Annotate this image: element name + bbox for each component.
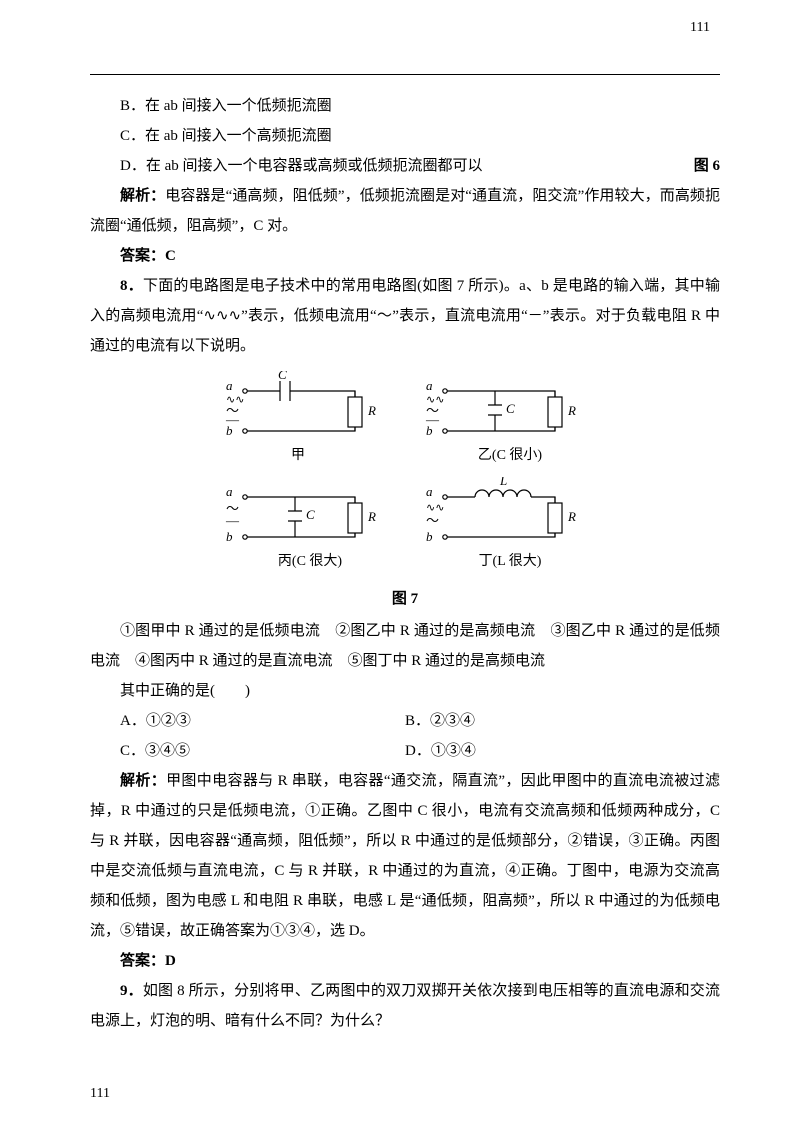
q7-answer-label: 答案： (120, 248, 165, 264)
circuit-bing: a b ～ — C R 丙(C 很大) (220, 477, 390, 577)
caption-bing: 丙(C 很大) (278, 553, 342, 569)
dc-icon: — (425, 412, 440, 427)
q8-analysis: 解析：甲图中电容器与 R 串联，电容器“通交流，隔直流”，因此甲图中的直流电流被… (90, 766, 720, 946)
figure-7-row-1: a b ∿∿ ～ — C R 甲 a (90, 371, 720, 471)
q7-option-d: D．在 ab 间接入一个电容器或高频或低频扼流圈都可以 (90, 151, 674, 181)
label-a: a (226, 378, 233, 393)
dc-icon: — (225, 513, 240, 528)
q8-analysis-label: 解析： (120, 773, 166, 789)
label-r: R (567, 509, 576, 524)
label-l: L (499, 477, 507, 488)
circuit-jia: a b ∿∿ ～ — C R 甲 (220, 371, 390, 471)
circuit-ding: a b ∿∿ ～ L R 丁(L 很大) (420, 477, 590, 577)
figure-6-label: 图 6 (694, 151, 720, 181)
q7-answer: 答案：C (90, 241, 720, 271)
q8-answer-label: 答案： (120, 953, 165, 969)
q8-answer: 答案：D (90, 946, 720, 976)
caption-yi: 乙(C 很小) (478, 447, 542, 463)
lf-icon: ～ (426, 513, 439, 528)
label-r: R (567, 403, 576, 418)
q8-answer-value: D (165, 953, 176, 969)
q8-options-row1: A．①②③ B．②③④ (90, 706, 720, 736)
label-r: R (367, 509, 376, 524)
q7-analysis: 解析：电容器是“通高频，阻低频”，低频扼流圈是对“通直流，阻交流”作用较大，而高… (90, 181, 720, 241)
figure-7-row-2: a b ～ — C R 丙(C 很大) a (90, 477, 720, 577)
q8-options-row2: C．③④⑤ D．①③④ (90, 736, 720, 766)
label-a: a (426, 484, 433, 499)
q8-option-a: A．①②③ (90, 706, 405, 736)
q8-prompt: 其中正确的是( ) (90, 676, 720, 706)
label-c: C (506, 401, 515, 416)
q8-analysis-body: 甲图中电容器与 R 串联，电容器“通交流，隔直流”，因此甲图中的直流电流被过滤掉… (90, 773, 720, 939)
circuit-yi: a b ∿∿ ～ — C R 乙(C 很小) (420, 371, 590, 471)
figure-7-caption: 图 7 (90, 587, 720, 608)
q8-statements: ①图甲中 R 通过的是低频电流 ②图乙中 R 通过的是高频电流 ③图乙中 R 通… (90, 616, 720, 676)
q9-num: 9． (120, 983, 143, 999)
caption-jia: 甲 (291, 448, 305, 463)
q8-stem: 8．下面的电路图是电子技术中的常用电路图(如图 7 所示)。a、b 是电路的输入… (90, 271, 720, 361)
label-c: C (278, 371, 287, 382)
label-a: a (426, 378, 433, 393)
document-page: 111 B．在 ab 间接入一个低频扼流圈 C．在 ab 间接入一个高频扼流圈 … (0, 0, 800, 1132)
top-rule (90, 74, 720, 75)
page-number-bottom: 111 (90, 1086, 110, 1102)
caption-ding: 丁(L 很大) (479, 553, 542, 569)
dc-icon: — (225, 412, 240, 427)
q7-analysis-label: 解析： (120, 188, 165, 204)
q8-option-b: B．②③④ (405, 706, 720, 736)
label-c: C (306, 507, 315, 522)
q7-answer-value: C (165, 248, 176, 264)
q9-stem-body: 如图 8 所示，分别将甲、乙两图中的双刀双掷开关依次接到电压相等的直流电源和交流… (90, 983, 720, 1029)
page-number-top: 111 (690, 20, 710, 36)
q9-stem: 9．如图 8 所示，分别将甲、乙两图中的双刀双掷开关依次接到电压相等的直流电源和… (90, 976, 720, 1036)
q8-option-c: C．③④⑤ (90, 736, 405, 766)
label-b: b (226, 529, 233, 544)
q8-num: 8． (120, 278, 143, 294)
q8-stem-body: 下面的电路图是电子技术中的常用电路图(如图 7 所示)。a、b 是电路的输入端，… (90, 278, 720, 354)
q7-analysis-body: 电容器是“通高频，阻低频”，低频扼流圈是对“通直流，阻交流”作用较大，而高频扼流… (90, 188, 720, 234)
figure-7: a b ∿∿ ～ — C R 甲 a (90, 371, 720, 577)
label-b: b (426, 529, 433, 544)
label-r: R (367, 403, 376, 418)
q7-option-b: B．在 ab 间接入一个低频扼流圈 (90, 91, 720, 121)
q7-option-c: C．在 ab 间接入一个高频扼流圈 (90, 121, 720, 151)
q8-option-d: D．①③④ (405, 736, 720, 766)
label-a: a (226, 484, 233, 499)
